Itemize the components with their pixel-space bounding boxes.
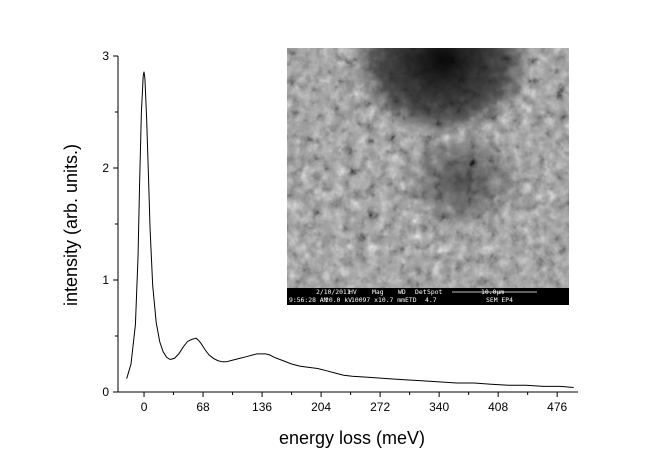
y-tick-label: 0 <box>102 385 109 399</box>
sem-label: SEM EP4 <box>486 296 513 304</box>
y-tick-label: 2 <box>102 161 109 175</box>
x-tick-label: 204 <box>311 400 331 414</box>
x-axis-title: energy loss (meV) <box>279 428 425 448</box>
x-tick-label: 136 <box>252 400 272 414</box>
y-axis-title: intensity (arb. units.) <box>61 144 81 306</box>
sem-hv-label: HV <box>349 288 357 296</box>
sem-micrograph <box>287 48 569 288</box>
sem-date: 2/10/2011 <box>316 288 351 296</box>
x-tick-label: 340 <box>429 400 449 414</box>
plot-area: 0 1 2 3 0 68 136 204 272 340 408 476 <box>102 49 578 414</box>
x-tick-label: 476 <box>547 400 567 414</box>
sem-mag-label: Mag <box>372 288 384 296</box>
x-tick-label: 272 <box>370 400 390 414</box>
sem-scale-text: 10.0µm <box>481 288 504 296</box>
y-tick-label: 1 <box>102 273 109 287</box>
x-tick-label: 0 <box>141 400 148 414</box>
x-axis: 0 68 136 204 272 340 408 476 <box>118 391 578 414</box>
sem-wd-label: WD <box>398 288 406 296</box>
sem-spot-label: Spot <box>427 288 443 296</box>
sem-inset: 2/10/2011 HV Mag WD Det Spot 10.0µm 9:56… <box>287 48 569 305</box>
sem-wd-value: 10.7 mm <box>378 296 405 304</box>
y-axis: 0 1 2 3 <box>102 49 119 399</box>
x-tick-label: 408 <box>488 400 508 414</box>
y-tick-label: 3 <box>102 49 109 63</box>
series-line <box>126 71 574 388</box>
sem-det-value: ETD <box>405 296 417 304</box>
sem-spot-value: 4.7 <box>425 296 437 304</box>
sem-time: 9:56:28 AM <box>289 296 328 304</box>
sem-det-label: Det <box>415 288 427 296</box>
x-tick-label: 68 <box>196 400 210 414</box>
sem-hv-value: 20.0 kV <box>325 296 352 304</box>
sem-mag-value: 10097 x <box>351 296 378 304</box>
